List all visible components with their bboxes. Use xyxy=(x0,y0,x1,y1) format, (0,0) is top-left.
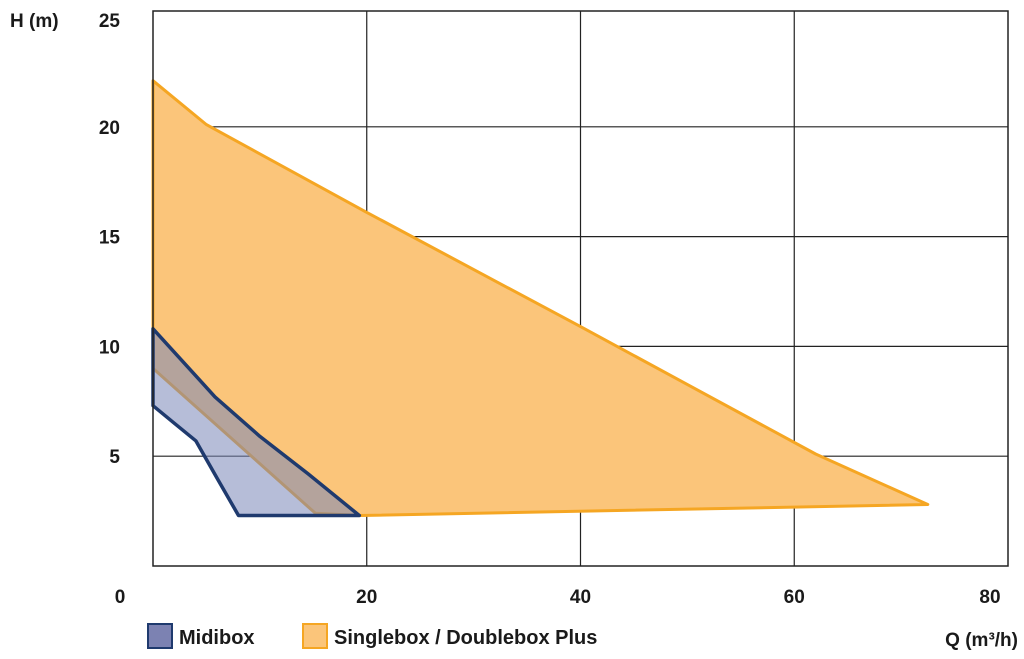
series-area-1 xyxy=(151,327,362,518)
x-tick-label: 80 xyxy=(979,587,1000,608)
legend-swatch xyxy=(302,623,328,649)
x-axis-label: Q (m³/h) xyxy=(945,630,1018,651)
x-tick-label: 40 xyxy=(570,587,591,608)
x-tick-labels: 0 20 40 60 80 xyxy=(115,587,1001,608)
legend-label: Singlebox / Doublebox Plus xyxy=(334,627,597,649)
x-tick-label: 60 xyxy=(784,587,805,608)
y-tick-label: 20 xyxy=(99,118,120,139)
y-tick-label: 25 xyxy=(99,11,121,32)
y-tick-labels: 5 10 15 20 25 xyxy=(99,11,121,468)
x-tick-label: 0 xyxy=(115,587,126,608)
plot-border xyxy=(152,10,1009,567)
y-tick-label: 15 xyxy=(99,228,121,249)
plot-frame xyxy=(152,10,1009,567)
y-axis-label: H (m) xyxy=(10,11,59,32)
legend-label: Midibox xyxy=(179,627,255,649)
y-tick-label: 10 xyxy=(99,337,120,358)
y-tick-label: 5 xyxy=(109,447,120,468)
legend: Midibox Singlebox / Doublebox Plus xyxy=(147,623,597,649)
legend-swatch xyxy=(147,623,173,649)
x-tick-label: 20 xyxy=(356,587,377,608)
series-layer xyxy=(151,79,930,518)
